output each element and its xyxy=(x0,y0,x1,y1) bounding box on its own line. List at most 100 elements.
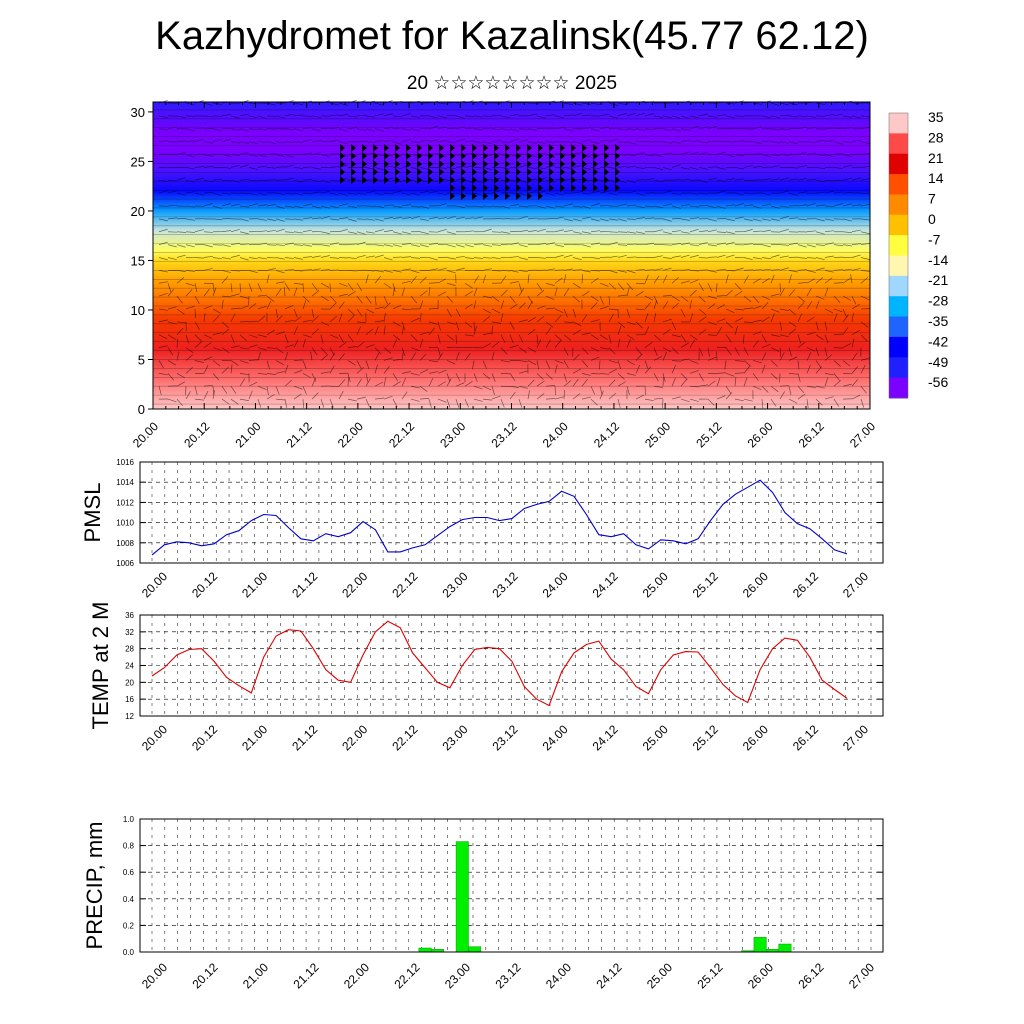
wind-barb xyxy=(239,231,249,235)
wind-barb xyxy=(644,342,653,348)
wind-barb xyxy=(437,352,443,361)
wind-flag xyxy=(549,168,554,176)
wind-barb xyxy=(248,154,258,157)
wind-barb xyxy=(797,295,806,303)
wind-barb xyxy=(608,393,617,400)
wind-barb xyxy=(716,205,726,209)
wind-barb xyxy=(203,154,213,157)
wind-barb xyxy=(554,277,563,284)
wind-barb xyxy=(743,307,753,310)
wind-barb xyxy=(194,398,204,401)
wind-barb xyxy=(392,141,402,145)
wind-barb xyxy=(779,385,790,387)
wind-barb xyxy=(374,352,380,361)
wind-barb xyxy=(833,282,844,284)
wind-barb xyxy=(662,244,673,246)
wind-barb xyxy=(221,154,231,157)
wind-barb xyxy=(194,139,204,142)
wind-barb xyxy=(374,244,384,247)
wind-barb xyxy=(572,321,582,327)
wind-barb xyxy=(329,114,339,117)
wind-barb xyxy=(581,114,591,117)
wind-barb xyxy=(401,231,411,235)
wind-barb xyxy=(338,141,348,144)
wind-barb xyxy=(338,293,348,297)
wind-barb xyxy=(257,242,267,245)
wind-barb xyxy=(194,229,204,233)
wind-barb xyxy=(365,308,375,314)
wind-barb xyxy=(401,325,405,335)
wind-barb xyxy=(176,115,186,119)
precip-bar xyxy=(753,937,767,953)
wind-barb xyxy=(536,115,546,119)
wind-barb xyxy=(788,308,796,316)
wind-barb xyxy=(419,369,429,374)
wind-barb xyxy=(599,205,610,207)
wind-barb xyxy=(698,167,708,170)
wind-barb xyxy=(518,244,528,248)
wind-barb xyxy=(392,283,396,293)
wind-barb xyxy=(167,321,177,325)
wind-barb xyxy=(257,351,261,361)
wind-barb xyxy=(374,347,382,355)
wind-flag xyxy=(571,152,576,160)
wind-barb xyxy=(716,283,718,293)
wind-barb xyxy=(698,257,709,259)
wind-barb xyxy=(779,308,789,311)
panel-frame xyxy=(139,818,884,953)
wind-barb xyxy=(824,154,834,157)
wind-barb xyxy=(230,179,240,183)
wind-barb xyxy=(689,254,699,258)
y-tick-label: 0.0 xyxy=(123,948,135,957)
wind-barb xyxy=(761,344,771,348)
wind-barb xyxy=(725,386,732,394)
wind-barb xyxy=(842,314,849,323)
wind-barb xyxy=(689,270,700,272)
wind-barb xyxy=(671,276,679,284)
wind-barb xyxy=(284,305,294,310)
wind-barb xyxy=(383,229,393,233)
wind-flag xyxy=(560,152,565,160)
wind-barb xyxy=(608,379,616,387)
wind-barb xyxy=(284,269,294,271)
wind-barb xyxy=(653,268,663,271)
wind-barb xyxy=(230,141,240,144)
wind-barb xyxy=(221,179,231,182)
wind-barb xyxy=(347,315,355,323)
wind-barb xyxy=(257,141,268,143)
wind-barb xyxy=(284,287,286,297)
wind-barb xyxy=(788,347,792,357)
wind-barb xyxy=(563,334,572,341)
wind-barb xyxy=(572,218,582,222)
wind-barb xyxy=(770,165,780,168)
wind-barb xyxy=(446,215,456,220)
wind-barb xyxy=(455,321,460,331)
wind-barb xyxy=(320,154,330,157)
wind-barb xyxy=(860,218,870,221)
wind-barb xyxy=(770,293,780,297)
wind-barb xyxy=(167,306,177,310)
wind-barb xyxy=(770,128,780,131)
wind-barb xyxy=(563,229,573,233)
wind-barb xyxy=(536,141,546,144)
wind-flag xyxy=(428,176,433,184)
wind-flag xyxy=(351,160,356,168)
wind-barb xyxy=(437,334,441,344)
wind-barb xyxy=(455,398,460,408)
wind-barb xyxy=(581,314,588,323)
wind-barb xyxy=(320,244,330,247)
wind-barb xyxy=(482,127,492,130)
wind-barb xyxy=(221,328,230,335)
wind-barb xyxy=(779,102,789,106)
wind-barb xyxy=(419,244,429,248)
colorbar-segment xyxy=(889,255,908,277)
wind-barb xyxy=(725,274,729,284)
wind-barb xyxy=(383,165,393,168)
wind-barb xyxy=(167,398,177,403)
wind-barb xyxy=(698,113,708,117)
wind-barb xyxy=(221,113,231,117)
wind-barb xyxy=(392,358,402,361)
wind-barb xyxy=(563,128,573,132)
wind-barb xyxy=(500,347,508,355)
wind-barb xyxy=(725,308,735,314)
